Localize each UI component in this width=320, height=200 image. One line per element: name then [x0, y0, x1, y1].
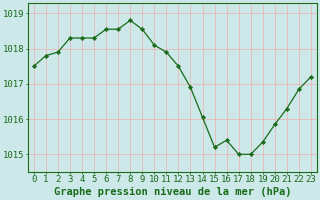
X-axis label: Graphe pression niveau de la mer (hPa): Graphe pression niveau de la mer (hPa)	[54, 187, 291, 197]
